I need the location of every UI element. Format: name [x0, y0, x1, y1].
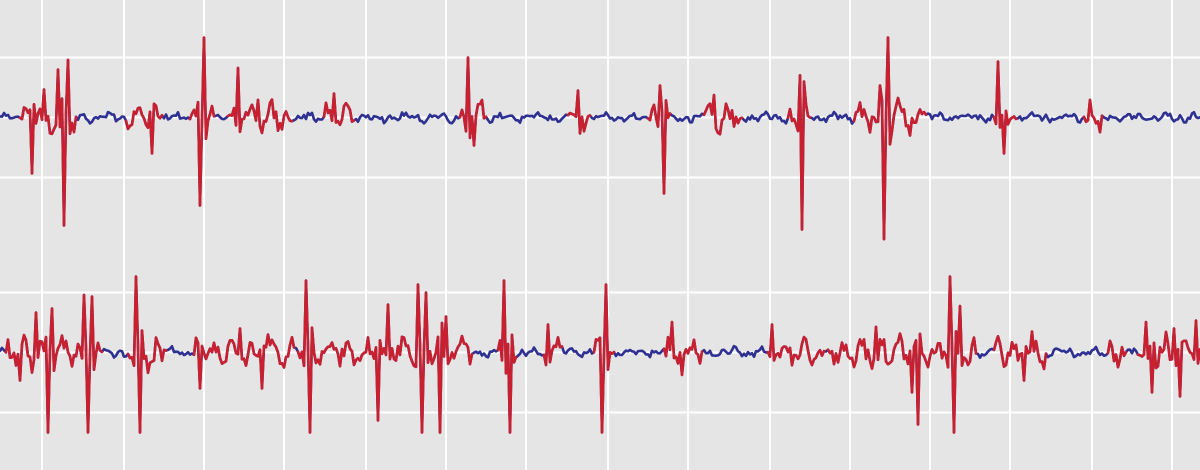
event-segment-1-9: [826, 275, 978, 434]
event-segment-1-7: [662, 320, 704, 377]
event-segment-0-9: [786, 74, 812, 231]
event-segment-0-10: [852, 36, 928, 241]
event-segment-0-4: [322, 92, 356, 127]
event-segment-1-1: [126, 275, 168, 434]
event-segment-1-6: [592, 283, 616, 434]
event-segment-0-6: [566, 89, 592, 135]
event-segment-0-5: [458, 56, 488, 147]
event-segment-1-0: [4, 293, 104, 434]
event-segment-1-2: [192, 327, 296, 390]
event-segment-0-0: [18, 58, 78, 227]
event-segment-1-3: [296, 279, 474, 434]
event-segment-1-10: [992, 330, 1048, 382]
event-segment-1-8: [766, 323, 826, 367]
event-segment-0-11: [992, 60, 1018, 155]
event-segment-0-2: [188, 36, 216, 207]
event-segment-1-12: [1136, 319, 1200, 398]
event-segment-1-5: [542, 323, 564, 367]
event-segment-0-3: [226, 66, 294, 135]
event-segment-1-11: [1106, 339, 1128, 369]
event-segment-0-12: [1082, 98, 1104, 134]
top-trace-panel: [0, 36, 1200, 241]
event-segment-0-8: [702, 93, 744, 136]
event-segment-1-4: [496, 279, 518, 434]
event-segment-0-1: [124, 102, 164, 155]
event-segment-0-7: [646, 84, 672, 195]
bottom-trace-panel: [0, 275, 1200, 434]
